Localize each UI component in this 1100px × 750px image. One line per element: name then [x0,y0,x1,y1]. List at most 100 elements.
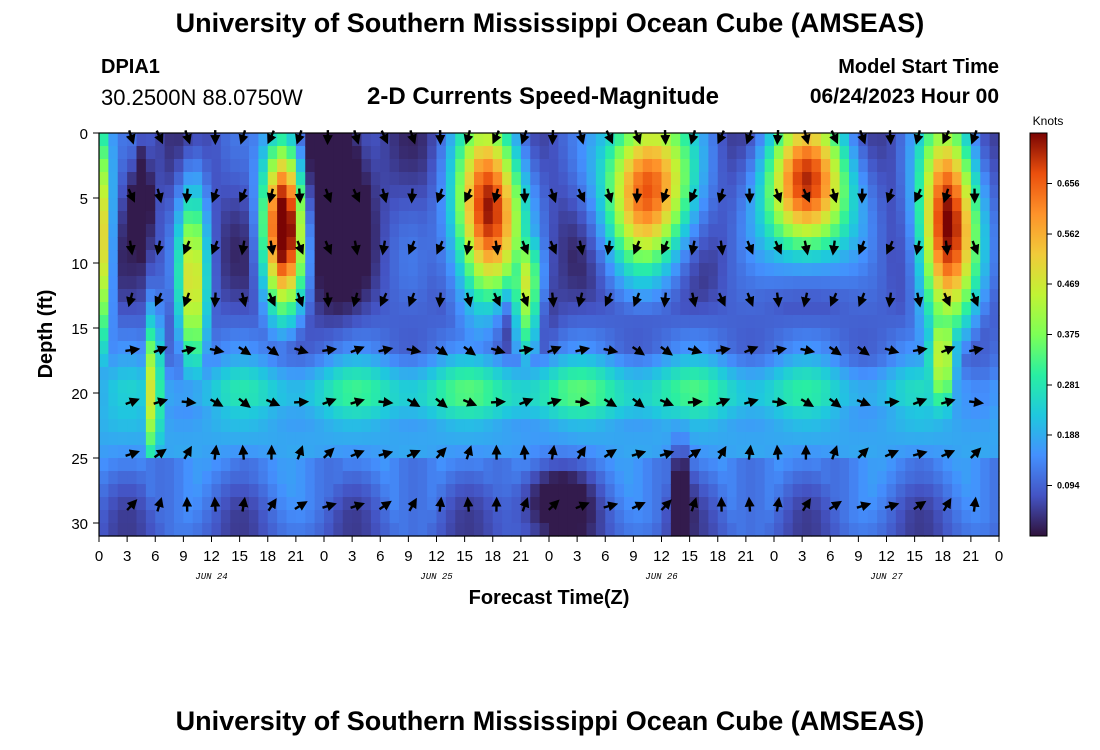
heat-cell [136,471,147,485]
heat-cell [792,484,803,498]
heat-cell [980,406,991,420]
heat-cell [624,523,634,537]
heat-cell [727,341,738,355]
current-vector-arrow [435,345,449,356]
heat-cell [492,211,503,225]
heat-cell [980,380,991,394]
heat-cell [483,211,494,225]
heat-cell [605,250,616,264]
heat-cell [905,497,916,511]
heat-cell [492,458,503,472]
heat-cell [924,276,934,290]
heat-cell [942,328,953,342]
heat-cell [474,406,484,420]
heat-cell [980,146,991,160]
heat-cell [717,302,728,316]
heat-cell [942,458,953,472]
heat-cell [736,315,747,329]
heat-cell [324,146,334,160]
heat-cell [530,302,541,316]
heat-cell [905,341,916,355]
heat-cell [858,523,869,537]
heat-cell [952,289,963,303]
heat-cell [277,419,288,433]
heat-cell [267,367,278,381]
current-vector-arrow [828,345,842,356]
heat-cell [361,484,372,498]
heat-cell [652,302,663,316]
heat-cell [230,172,241,186]
heat-cell [389,354,400,368]
heat-cell [745,510,756,524]
heat-cell [305,133,316,147]
heat-cell [380,406,391,420]
heat-cell [305,484,316,498]
heat-cell [99,419,109,433]
heat-cell [239,172,250,186]
heat-cell [99,211,109,225]
heat-cell [670,471,681,485]
current-vector-arrow [884,345,900,355]
heat-cell [952,263,963,277]
colorbar-tick-label: 0.188 [1057,430,1080,440]
heat-cell [436,250,447,264]
heat-cell [933,328,944,342]
heat-cell [352,237,363,251]
heat-cell [295,211,306,225]
heat-cell [699,497,709,511]
current-vector-arrow [491,240,502,256]
heat-cell [989,458,1000,472]
heat-cell [136,432,147,446]
heat-cell [530,263,541,277]
heat-cell [277,211,288,225]
heat-cell [849,484,859,498]
heat-cell [614,497,625,511]
heat-cell [774,276,784,290]
current-vector-arrow [126,188,136,203]
heat-cell [352,328,363,342]
heat-cell [295,354,306,368]
heat-cell [117,198,128,212]
heat-cell [305,276,316,290]
x-tick-label: 15 [231,548,248,565]
heat-cell [267,354,278,368]
heat-cell [614,172,625,186]
heat-cell [820,185,831,199]
heat-cell [802,237,813,251]
x-tick-label: 0 [770,548,778,565]
heat-cell [595,367,606,381]
heat-cell [905,237,916,251]
heat-cell [924,380,934,394]
model-start-value: 06/24/2023 Hour 00 [809,85,999,108]
heat-cell [305,523,316,537]
heat-cell [689,224,700,238]
heat-cell [202,315,213,329]
heat-cell [774,419,784,433]
current-vector-arrow [603,449,618,459]
heat-cell [408,224,419,238]
current-vector-arrow [126,292,136,308]
heat-cell [249,263,259,277]
heat-cell [970,406,981,420]
heat-cell [314,185,325,199]
current-vector-arrow [322,501,337,512]
heat-cell [258,328,269,342]
heat-cell [324,263,334,277]
heat-cell [174,224,184,238]
current-vector-arrow [181,397,197,408]
heat-cell [895,146,906,160]
heat-cell [530,172,541,186]
heat-cell [802,341,813,355]
heat-cell [680,211,691,225]
heat-cell [567,497,578,511]
heat-cell [802,354,813,368]
heat-cell [220,432,231,446]
heat-cell [586,406,597,420]
heat-cell [867,419,878,433]
heat-cell [595,211,606,225]
heat-cell [745,250,756,264]
heat-cell [661,315,672,329]
heat-cell [942,237,953,251]
heat-cell [127,224,138,238]
heat-cell [417,419,428,433]
